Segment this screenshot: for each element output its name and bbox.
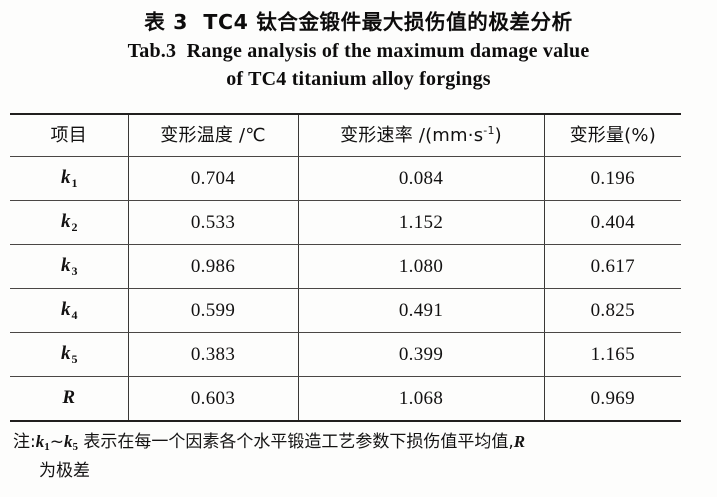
row-label-subscript: 2 [71,220,78,234]
range-analysis-table-container: 项目 变形温度 /℃ 变形速率 /(mm·s-1) 变形量(%) k1 0.70… [10,113,681,422]
cell-temp-k3: 0.986 [128,244,299,289]
column-header-rate-exponent: -1 [483,124,495,137]
table-row: k4 0.599 0.491 0.825 [10,288,681,333]
row-label-symbol: k [61,255,71,276]
table-body: k1 0.704 0.084 0.196 k2 0.533 1.152 0.40… [10,156,681,422]
column-header-deformation-rate: 变形速率 /(mm·s-1) [298,113,545,157]
row-label-k2: k2 [10,200,129,245]
footnote-k-start: k1 [35,432,50,453]
row-label-subscript: 4 [71,308,78,322]
footnote-r-symbol: R [513,432,526,451]
column-header-deformation-amount: 变形量(%) [544,113,681,157]
cell-rate-R: 1.068 [298,376,545,422]
row-label-symbol: R [62,387,76,408]
footnote-body: 表示在每一个因素各个水平锻造工艺参数下损伤值平均值, [77,432,514,452]
table-footnote: 注:k1~k5 表示在每一个因素各个水平锻造工艺参数下损伤值平均值,R 为极差 [13,428,689,485]
column-header-deformation-temperature: 变形温度 /℃ [128,113,299,157]
cell-rate-k1: 0.084 [298,156,545,201]
column-header-rate-paren: ) [494,125,502,146]
column-header-deformation-rate-text: 变形速率 /(mm·s [340,125,484,146]
cell-deform-k2: 0.404 [544,200,681,245]
row-label-symbol: k [61,211,71,232]
row-label-symbol: k [61,343,71,364]
range-analysis-table: 项目 变形温度 /℃ 变形速率 /(mm·s-1) 变形量(%) k1 0.70… [10,113,681,422]
row-label-k1: k1 [10,156,129,201]
row-label-k5: k5 [10,332,129,377]
row-label-symbol: k [61,167,71,188]
cell-deform-k4: 0.825 [544,288,681,333]
table-row: R 0.603 1.068 0.969 [10,376,681,422]
table-row: k1 0.704 0.084 0.196 [10,156,681,201]
cell-temp-R: 0.603 [128,376,299,422]
caption-english-line1: Tab.3 Range analysis of the maximum dama… [127,40,590,62]
table-row: k3 0.986 1.080 0.617 [10,244,681,289]
cell-temp-k5: 0.383 [128,332,299,377]
cell-deform-k3: 0.617 [544,244,681,289]
column-header-item: 项目 [10,113,129,157]
table-caption-block: 表 3 TC4 钛合金锻件最大损伤值的极差分析 Tab.3 Range anal… [0,0,717,93]
row-label-k3: k3 [10,244,129,289]
footnote-k-sub-start: 1 [44,441,50,453]
cell-deform-R: 0.969 [544,376,681,422]
caption-chinese: 表 3 TC4 钛合金锻件最大损伤值的极差分析 [144,10,573,34]
table-row: k2 0.533 1.152 0.404 [10,200,681,245]
row-label-R: R [10,376,129,422]
row-label-subscript: 3 [71,264,78,278]
row-label-subscript: 5 [71,352,78,366]
cell-rate-k5: 0.399 [298,332,545,377]
footnote-k-end: k5 [63,432,78,453]
cell-temp-k1: 0.704 [128,156,299,201]
table-row: k5 0.383 0.399 1.165 [10,332,681,377]
footnote-line2: 为极差 [39,461,90,481]
row-label-subscript: 1 [71,176,78,190]
row-label-symbol: k [61,299,71,320]
cell-temp-k4: 0.599 [128,288,299,333]
footnote-k-symbol: k [35,432,45,451]
cell-deform-k5: 1.165 [544,332,681,377]
cell-rate-k3: 1.080 [298,244,545,289]
cell-temp-k2: 0.533 [128,200,299,245]
footnote-k-sub-end: 5 [72,441,78,453]
row-label-k4: k4 [10,288,129,333]
cell-deform-k1: 0.196 [544,156,681,201]
cell-rate-k2: 1.152 [298,200,545,245]
table-header-row: 项目 变形温度 /℃ 变形速率 /(mm·s-1) 变形量(%) [10,113,681,157]
caption-english-line2: of TC4 titanium alloy forgings [226,68,491,90]
cell-rate-k4: 0.491 [298,288,545,333]
footnote-prefix: 注: [13,432,36,452]
footnote-k-symbol: k [63,432,73,451]
footnote-tilde: ~ [49,432,64,452]
